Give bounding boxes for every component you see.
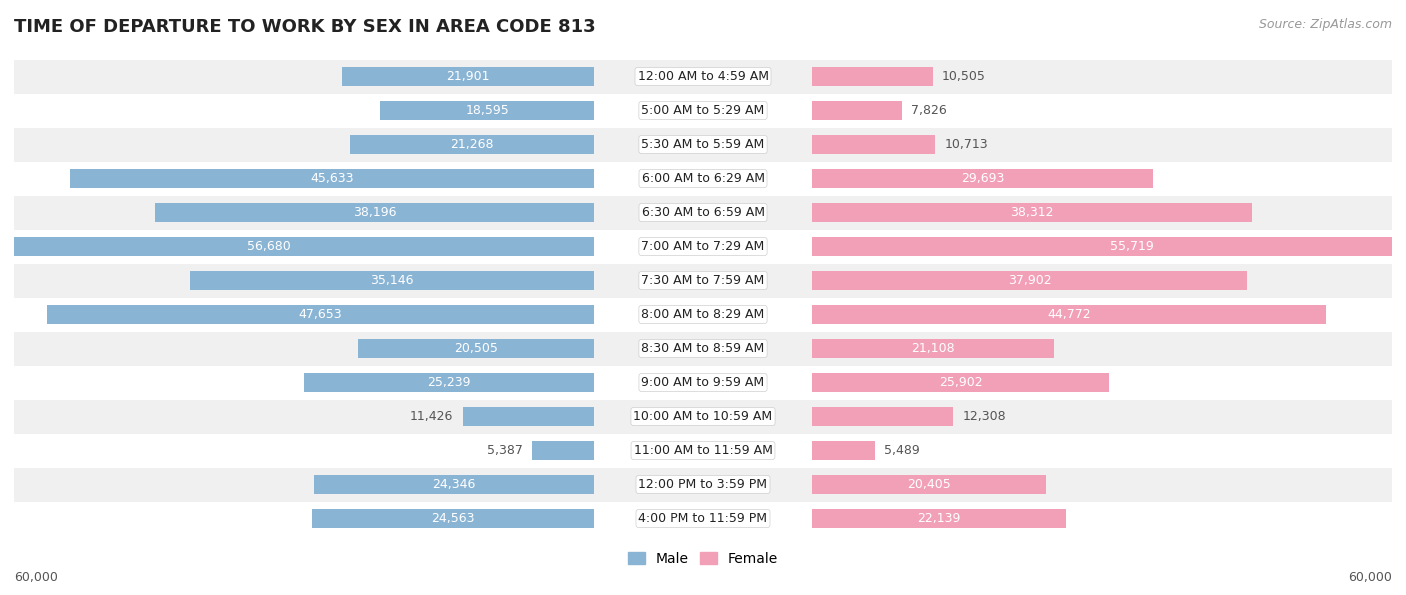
Bar xyxy=(813,169,1153,188)
Text: 44,772: 44,772 xyxy=(1047,308,1091,321)
Text: 9:00 AM to 9:59 AM: 9:00 AM to 9:59 AM xyxy=(641,376,765,389)
Bar xyxy=(813,407,953,426)
Text: 21,901: 21,901 xyxy=(447,70,489,83)
Bar xyxy=(813,135,935,154)
Text: 8:30 AM to 8:59 AM: 8:30 AM to 8:59 AM xyxy=(641,342,765,355)
Text: 20,405: 20,405 xyxy=(907,478,950,491)
Bar xyxy=(14,365,1392,399)
Bar xyxy=(304,373,593,392)
Bar xyxy=(14,468,1392,502)
Text: 24,563: 24,563 xyxy=(432,512,475,525)
Bar xyxy=(14,502,1392,536)
Text: 24,346: 24,346 xyxy=(433,478,475,491)
Bar xyxy=(190,271,593,290)
Bar xyxy=(312,509,593,528)
Text: 25,902: 25,902 xyxy=(939,376,983,389)
Text: Source: ZipAtlas.com: Source: ZipAtlas.com xyxy=(1258,18,1392,31)
Text: 5,489: 5,489 xyxy=(884,444,920,457)
Bar xyxy=(0,237,593,256)
Bar xyxy=(813,339,1054,358)
Text: 12:00 PM to 3:59 PM: 12:00 PM to 3:59 PM xyxy=(638,478,768,491)
Text: 56,680: 56,680 xyxy=(246,240,291,253)
Bar xyxy=(463,407,593,426)
Text: 29,693: 29,693 xyxy=(960,172,1004,185)
Text: 21,108: 21,108 xyxy=(911,342,955,355)
Text: 5:00 AM to 5:29 AM: 5:00 AM to 5:29 AM xyxy=(641,104,765,117)
Text: 45,633: 45,633 xyxy=(311,172,354,185)
Bar xyxy=(813,203,1251,222)
Text: 6:30 AM to 6:59 AM: 6:30 AM to 6:59 AM xyxy=(641,206,765,219)
Text: 20,505: 20,505 xyxy=(454,342,498,355)
Bar xyxy=(813,441,875,460)
Text: 7:30 AM to 7:59 AM: 7:30 AM to 7:59 AM xyxy=(641,274,765,287)
Text: 38,196: 38,196 xyxy=(353,206,396,219)
Bar xyxy=(813,237,1406,256)
Legend: Male, Female: Male, Female xyxy=(623,546,783,571)
Text: 10:00 AM to 10:59 AM: 10:00 AM to 10:59 AM xyxy=(634,410,772,423)
Text: 22,139: 22,139 xyxy=(918,512,960,525)
Bar xyxy=(343,67,593,86)
Bar xyxy=(14,127,1392,161)
Text: TIME OF DEPARTURE TO WORK BY SEX IN AREA CODE 813: TIME OF DEPARTURE TO WORK BY SEX IN AREA… xyxy=(14,18,596,36)
Bar xyxy=(14,196,1392,230)
Bar xyxy=(14,331,1392,365)
Bar xyxy=(14,230,1392,264)
Text: 8:00 AM to 8:29 AM: 8:00 AM to 8:29 AM xyxy=(641,308,765,321)
Text: 5:30 AM to 5:59 AM: 5:30 AM to 5:59 AM xyxy=(641,138,765,151)
Text: 4:00 PM to 11:59 PM: 4:00 PM to 11:59 PM xyxy=(638,512,768,525)
Bar xyxy=(315,475,593,494)
Bar xyxy=(14,298,1392,331)
Bar xyxy=(381,101,593,120)
Bar xyxy=(14,161,1392,196)
Text: 47,653: 47,653 xyxy=(298,308,342,321)
Text: 10,713: 10,713 xyxy=(945,138,988,151)
Text: 6:00 AM to 6:29 AM: 6:00 AM to 6:29 AM xyxy=(641,172,765,185)
Bar xyxy=(14,264,1392,298)
Text: 7:00 AM to 7:29 AM: 7:00 AM to 7:29 AM xyxy=(641,240,765,253)
Text: 37,902: 37,902 xyxy=(1008,274,1052,287)
Text: 18,595: 18,595 xyxy=(465,104,509,117)
Bar xyxy=(14,93,1392,127)
Bar xyxy=(813,305,1326,324)
Text: 12,308: 12,308 xyxy=(963,410,1007,423)
Bar xyxy=(531,441,593,460)
Text: 12:00 AM to 4:59 AM: 12:00 AM to 4:59 AM xyxy=(637,70,769,83)
Text: 25,239: 25,239 xyxy=(427,376,471,389)
Text: 60,000: 60,000 xyxy=(1348,571,1392,584)
Bar xyxy=(813,67,932,86)
Bar xyxy=(813,101,901,120)
Bar xyxy=(813,475,1046,494)
Text: 5,387: 5,387 xyxy=(486,444,523,457)
Bar xyxy=(813,509,1066,528)
Text: 11,426: 11,426 xyxy=(411,410,454,423)
Bar xyxy=(813,373,1109,392)
Bar xyxy=(359,339,593,358)
Text: 11:00 AM to 11:59 AM: 11:00 AM to 11:59 AM xyxy=(634,444,772,457)
Bar xyxy=(70,169,593,188)
Bar xyxy=(14,60,1392,93)
Bar xyxy=(155,203,593,222)
Bar xyxy=(14,434,1392,468)
Bar xyxy=(813,271,1247,290)
Text: 55,719: 55,719 xyxy=(1111,240,1154,253)
Text: 21,268: 21,268 xyxy=(450,138,494,151)
Text: 7,826: 7,826 xyxy=(911,104,946,117)
Bar xyxy=(350,135,593,154)
Bar xyxy=(46,305,593,324)
Text: 35,146: 35,146 xyxy=(370,274,413,287)
Text: 60,000: 60,000 xyxy=(14,571,58,584)
Text: 38,312: 38,312 xyxy=(1011,206,1053,219)
Bar xyxy=(14,399,1392,434)
Text: 10,505: 10,505 xyxy=(942,70,986,83)
